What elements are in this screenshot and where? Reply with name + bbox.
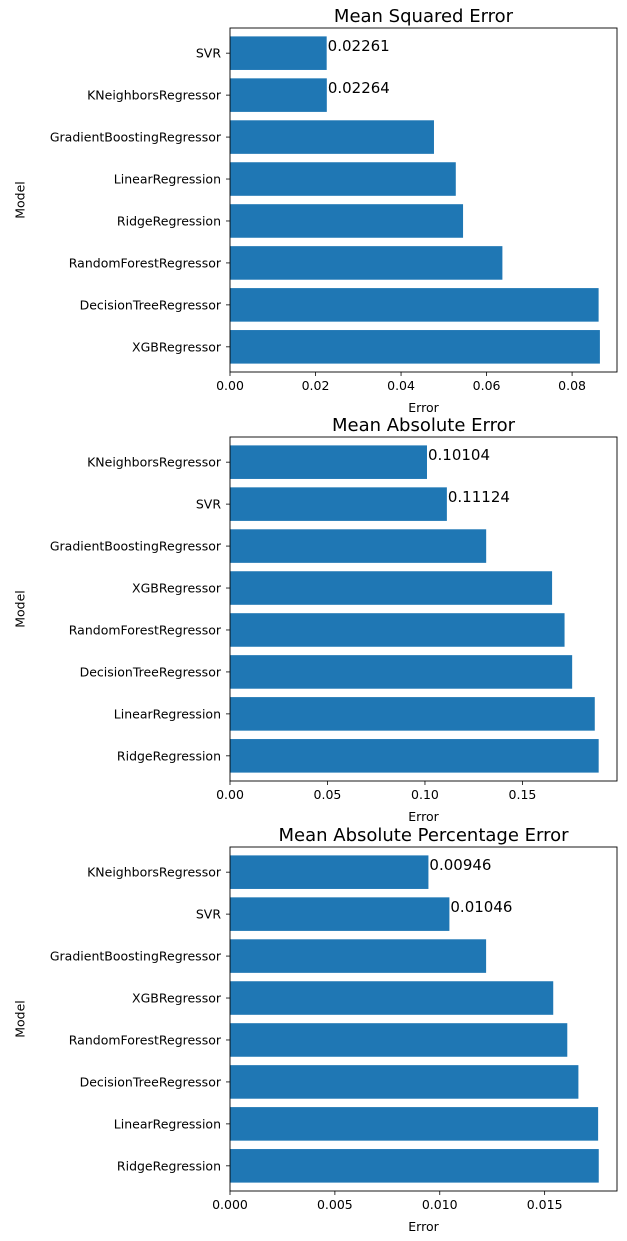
y-tick-label: KNeighborsRegressor xyxy=(87,455,222,470)
y-tick-label: DecisionTreeRegressor xyxy=(80,297,222,312)
y-tick-label: DecisionTreeRegressor xyxy=(80,1074,222,1089)
y-tick-label: SVR xyxy=(196,907,221,922)
x-tick-label: 0.08 xyxy=(558,378,586,393)
chart-2: KNeighborsRegressor 0.10104 SVR 0.11124 Grad… xyxy=(13,415,618,824)
y-axis-label: Model xyxy=(13,590,28,628)
bar xyxy=(230,36,327,70)
bar xyxy=(230,204,464,238)
data-label: 0.01046 xyxy=(450,898,512,916)
chart-title: Mean Absolute Percentage Error xyxy=(278,825,569,846)
bar xyxy=(230,655,573,689)
bar xyxy=(230,1149,599,1183)
y-tick-label: LinearRegression xyxy=(114,706,221,721)
bar xyxy=(230,1023,568,1057)
chart-3: KNeighborsRegressor 0.00946 SVR 0.01046 Grad… xyxy=(13,825,618,1234)
y-tick-label: RandomForestRegressor xyxy=(69,1032,222,1047)
x-tick-label: 0.02 xyxy=(302,378,330,393)
data-label: 0.11124 xyxy=(448,488,510,506)
bar xyxy=(230,162,456,196)
y-tick-label: GradientBoostingRegressor xyxy=(50,539,222,554)
y-tick-label: GradientBoostingRegressor xyxy=(50,949,222,964)
x-tick-label: 0.00 xyxy=(216,787,244,802)
bar xyxy=(230,1065,579,1099)
x-tick-label: 0.015 xyxy=(527,1197,563,1212)
x-tick-label: 0.04 xyxy=(387,378,415,393)
y-tick-label: LinearRegression xyxy=(114,172,221,187)
bar xyxy=(230,330,600,364)
x-tick-label: 0.00 xyxy=(216,378,244,393)
y-tick-label: GradientBoostingRegressor xyxy=(50,130,222,145)
y-tick-label: XGBRegressor xyxy=(132,339,222,354)
bar xyxy=(230,571,553,605)
y-tick-label: DecisionTreeRegressor xyxy=(80,664,222,679)
x-tick-label: 0.15 xyxy=(509,787,537,802)
y-tick-label: RandomForestRegressor xyxy=(69,255,222,270)
bar xyxy=(230,855,429,889)
y-tick-label: XGBRegressor xyxy=(132,581,222,596)
plot-frame xyxy=(229,846,618,1192)
y-tick-label: SVR xyxy=(196,46,221,61)
x-tick-label: 0.05 xyxy=(314,787,342,802)
chart-title: Mean Absolute Error xyxy=(332,415,516,436)
y-tick-label: RidgeRegression xyxy=(117,748,221,763)
bar xyxy=(230,981,554,1015)
plot-frame xyxy=(229,436,618,782)
data-label: 0.10104 xyxy=(428,446,490,464)
bar xyxy=(230,246,503,280)
y-tick-label: RidgeRegression xyxy=(117,1158,221,1173)
y-axis-label: Model xyxy=(13,181,28,219)
bar xyxy=(230,939,487,973)
data-label: 0.02261 xyxy=(328,37,390,55)
y-tick-label: XGBRegressor xyxy=(132,991,222,1006)
x-axis-label: Error xyxy=(408,809,439,824)
x-tick-label: 0.000 xyxy=(212,1197,248,1212)
bar xyxy=(230,697,595,731)
bar xyxy=(230,529,487,563)
x-axis-label: Error xyxy=(408,1219,439,1234)
bar xyxy=(230,613,565,647)
y-tick-label: RidgeRegression xyxy=(117,213,221,228)
x-tick-label: 0.10 xyxy=(411,787,439,802)
x-axis-label: Error xyxy=(408,400,439,415)
bar xyxy=(230,445,427,479)
bar xyxy=(230,487,447,521)
data-label: 0.00946 xyxy=(429,856,491,874)
y-tick-label: KNeighborsRegressor xyxy=(87,88,222,103)
x-tick-label: 0.06 xyxy=(473,378,501,393)
chart-title: Mean Squared Error xyxy=(334,6,514,27)
y-tick-label: RandomForestRegressor xyxy=(69,622,222,637)
y-tick-label: SVR xyxy=(196,497,221,512)
data-label: 0.02264 xyxy=(328,79,390,97)
bar xyxy=(230,288,599,322)
y-tick-label: LinearRegression xyxy=(114,1116,221,1131)
bar xyxy=(230,897,450,931)
bar xyxy=(230,78,327,112)
y-axis-label: Model xyxy=(13,1000,28,1038)
y-tick-label: KNeighborsRegressor xyxy=(87,865,222,880)
x-tick-label: 0.010 xyxy=(422,1197,458,1212)
bar xyxy=(230,120,434,154)
plot-frame xyxy=(229,27,618,373)
x-tick-label: 0.005 xyxy=(317,1197,353,1212)
chart-1: SVR 0.02261 KNeighborsRegressor 0.02264 Grad… xyxy=(13,6,618,415)
bar xyxy=(230,1107,599,1141)
bar xyxy=(230,739,599,773)
